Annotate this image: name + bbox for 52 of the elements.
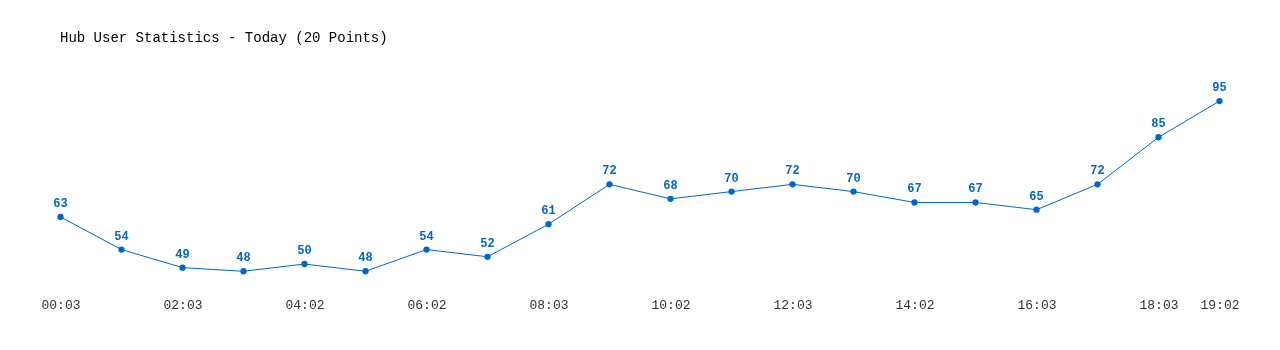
data-label: 61 [541, 204, 556, 219]
x-tick-label: 06:02 [407, 297, 447, 313]
data-label: 54 [419, 229, 434, 244]
point [1094, 181, 1101, 188]
data-label: 52 [480, 236, 495, 251]
point [179, 264, 186, 271]
data-label: 72 [602, 164, 617, 179]
data-label: 54 [114, 229, 129, 244]
point [1216, 97, 1223, 105]
data-label: 85 [1151, 117, 1166, 132]
point [972, 199, 979, 206]
x-tick-label: 00:03 [41, 297, 81, 313]
x-tick-label: 04:02 [285, 297, 325, 313]
x-tick-label: 16:03 [1017, 297, 1057, 313]
point [1155, 134, 1162, 141]
data-label: 70 [724, 171, 739, 186]
data-label: 48 [236, 251, 251, 266]
data-label: 67 [968, 182, 983, 197]
point [789, 181, 796, 188]
point [362, 268, 369, 275]
data-label: 68 [663, 178, 678, 193]
point [728, 188, 735, 195]
point [911, 199, 918, 206]
x-tick-label: 18:03 [1139, 297, 1179, 313]
point [301, 260, 308, 268]
x-tick-label: 14:02 [895, 297, 935, 313]
point [850, 188, 857, 195]
x-tick-label: 10:02 [651, 297, 691, 313]
x-tick-label: 12:03 [773, 297, 813, 313]
x-tick-label: 19:02 [1200, 297, 1240, 313]
data-label: 72 [1090, 164, 1105, 179]
data-label: 50 [297, 244, 312, 259]
data-label: 63 [53, 196, 68, 211]
point [606, 181, 613, 188]
data-label: 65 [1029, 189, 1044, 204]
data-label: 72 [785, 164, 800, 179]
point [484, 253, 491, 260]
point [1033, 206, 1040, 213]
point [667, 195, 674, 202]
data-label: 67 [907, 182, 922, 197]
point [118, 246, 125, 253]
point [423, 246, 430, 253]
x-tick-label: 08:03 [529, 297, 569, 313]
point [240, 268, 247, 275]
data-label: 48 [358, 251, 373, 266]
data-label: 95 [1212, 81, 1227, 96]
x-tick-label: 02:03 [163, 297, 203, 313]
data-label: 49 [175, 247, 190, 262]
point [545, 221, 552, 228]
chart-title: Hub User Statistics - Today (20 Points) [60, 30, 388, 46]
point [57, 213, 64, 221]
data-label: 70 [846, 171, 861, 186]
